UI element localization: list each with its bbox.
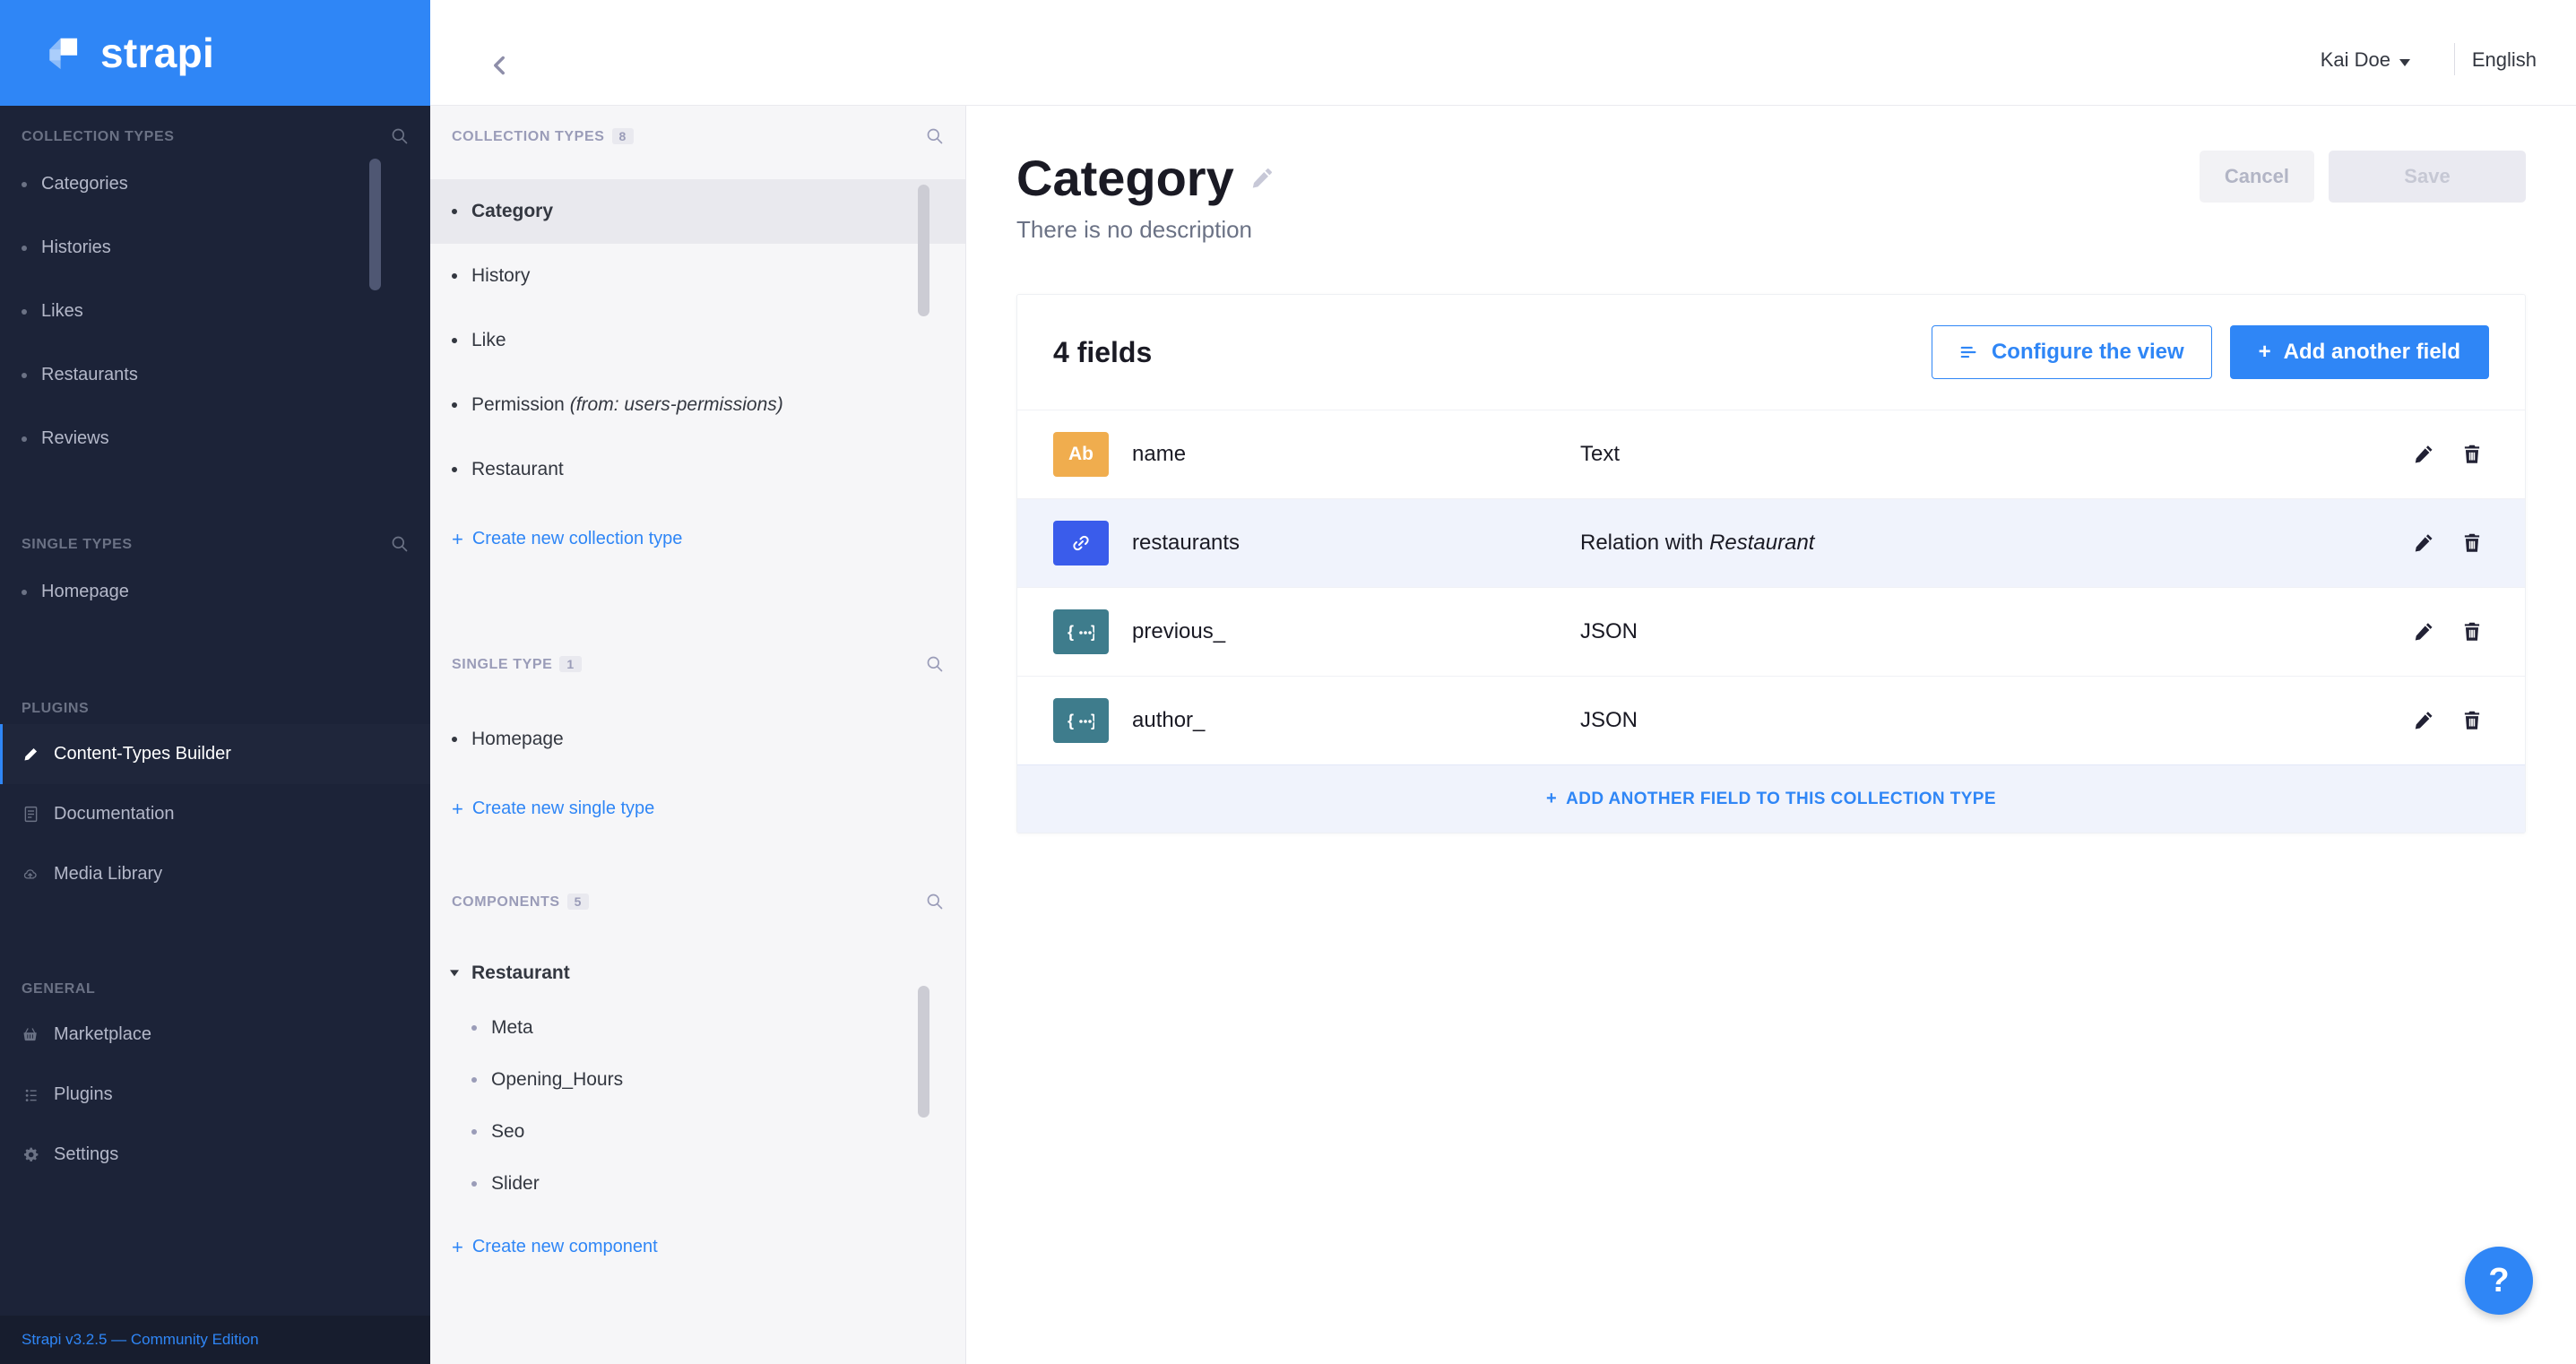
svg-text:}: } [1091,712,1094,729]
svg-text:{: { [1068,712,1075,729]
svg-text:{: { [1068,623,1075,641]
svg-text:}: } [1091,623,1094,641]
